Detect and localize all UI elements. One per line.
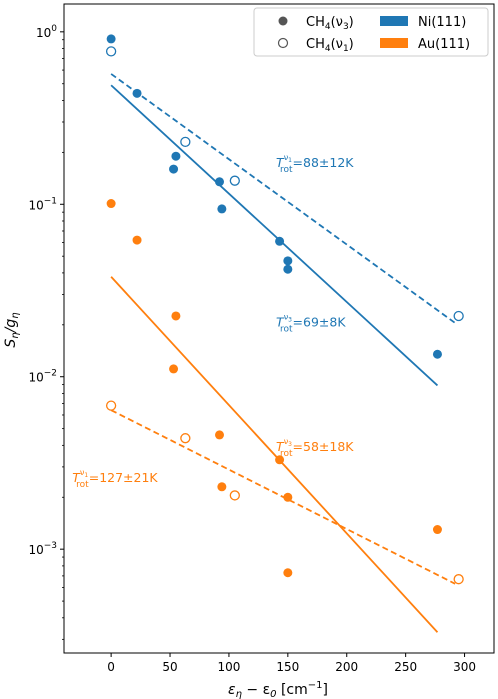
fit-line <box>110 409 456 585</box>
legend-open-label: CH4(ν1) <box>306 37 354 54</box>
data-point <box>215 430 225 440</box>
fit-lines <box>110 73 456 633</box>
data-point <box>453 574 464 585</box>
y-axis: 100 10−1 10−2 10−3 <box>28 24 64 640</box>
data-point <box>217 482 227 492</box>
data-point <box>283 492 293 502</box>
data-point <box>106 34 116 44</box>
svg-text:Sη/gη: Sη/gη <box>3 312 21 347</box>
fit-line <box>110 84 439 387</box>
data-point <box>171 311 181 321</box>
x-tick-label: 200 <box>335 660 358 674</box>
legend-au-label: Au(111) <box>418 37 470 52</box>
temperature-annotations: Tν1 rot=88±12K Tν3 rot=69±8K Tν3 rot=58±18K Tν… <box>72 153 354 490</box>
x-tick-label: 300 <box>453 660 476 674</box>
legend-au-swatch <box>380 38 408 48</box>
y-axis-label: Sη/gη <box>3 312 21 347</box>
legend-filled-label: CH4(ν3) <box>306 15 354 32</box>
data-point <box>105 46 117 57</box>
x-tick-label: 150 <box>276 660 299 674</box>
data-point <box>283 256 293 266</box>
data-point <box>432 525 442 535</box>
data-point <box>275 455 285 465</box>
temperature-annotation: Tν3 rot=69±8K <box>276 313 346 335</box>
temperature-annotation: Tν1 rot=127±21K <box>72 468 158 490</box>
x-tick-label: 0 <box>107 660 115 674</box>
svg-text:εη − ε0 [cm−1]: εη − ε0 [cm−1] <box>228 680 328 699</box>
data-point <box>132 88 142 98</box>
data-point <box>169 164 179 174</box>
data-point <box>169 364 179 374</box>
data-point <box>180 136 191 148</box>
data-point <box>229 175 240 186</box>
legend-ni-swatch <box>380 16 408 26</box>
data-point <box>283 568 293 578</box>
fit-line <box>110 73 456 324</box>
data-point <box>275 236 285 246</box>
data-point <box>217 204 227 214</box>
temperature-annotation: Tν3 rot=58±18K <box>276 437 354 459</box>
y-tick-label: 100 <box>36 24 57 40</box>
plot-frame <box>63 3 495 654</box>
y-tick-label: 10−2 <box>28 369 57 385</box>
data-point <box>105 400 117 411</box>
legend: CH4(ν3) CH4(ν1) Ni(111) Au(111) <box>253 7 489 57</box>
x-tick-label: 250 <box>394 660 417 674</box>
x-axis-label: εη − ε0 [cm−1] <box>228 680 328 699</box>
data-point <box>180 433 191 444</box>
legend-ni-label: Ni(111) <box>418 15 466 30</box>
x-axis: 0 50 100 150 200 250 300 <box>107 653 476 674</box>
legend-filled-marker <box>278 16 288 26</box>
y-tick-label: 10−3 <box>28 541 57 557</box>
x-tick-label: 100 <box>217 660 240 674</box>
legend-open-marker <box>277 37 289 49</box>
data-point <box>283 264 293 274</box>
legend-box <box>253 7 489 57</box>
x-tick-label: 50 <box>162 660 177 674</box>
data-point <box>453 310 464 322</box>
data-points <box>105 34 464 585</box>
data-point <box>229 490 240 501</box>
fit-line <box>110 276 439 633</box>
data-point <box>132 235 142 245</box>
data-point <box>432 349 442 359</box>
data-point <box>171 151 181 161</box>
data-point <box>215 177 225 187</box>
y-tick-label: 10−1 <box>28 196 57 212</box>
data-point <box>106 199 116 209</box>
temperature-annotation: Tν1 rot=88±12K <box>276 153 354 175</box>
